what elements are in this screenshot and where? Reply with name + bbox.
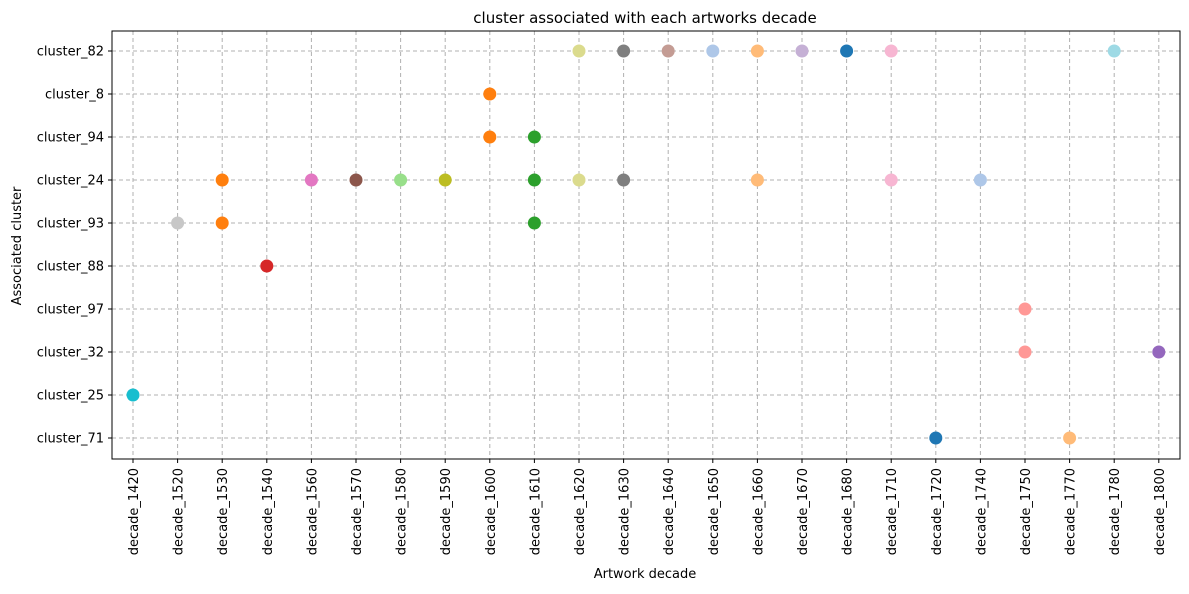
data-point — [929, 431, 943, 445]
y-tick-label: cluster_8 — [45, 88, 104, 103]
data-point — [750, 173, 764, 187]
chart-title: cluster associated with each artworks de… — [473, 9, 816, 27]
data-point — [483, 87, 497, 101]
data-point — [215, 216, 229, 230]
data-point — [483, 130, 497, 144]
x-tick-label: decade_1420 — [127, 468, 142, 555]
x-tick-label: decade_1770 — [1064, 468, 1079, 555]
y-tick-label: cluster_71 — [37, 432, 104, 447]
data-point — [126, 388, 140, 402]
x-tick-label: decade_1570 — [350, 468, 365, 555]
data-point — [1107, 44, 1121, 58]
x-tick-label: decade_1560 — [305, 468, 320, 555]
data-point — [304, 173, 318, 187]
data-point — [973, 173, 987, 187]
x-tick-label: decade_1650 — [707, 468, 722, 555]
y-tick-label: cluster_88 — [37, 260, 104, 275]
data-point — [260, 259, 274, 273]
x-tick-label: decade_1740 — [974, 468, 989, 555]
data-point — [527, 173, 541, 187]
x-tick-label: decade_1640 — [662, 468, 677, 555]
x-tick-label: decade_1580 — [395, 468, 410, 555]
data-point — [438, 173, 452, 187]
x-tick-label: decade_1530 — [216, 468, 231, 555]
data-point — [706, 44, 720, 58]
data-point — [1152, 345, 1166, 359]
x-tick-label: decade_1610 — [528, 468, 543, 555]
x-tick-label: decade_1750 — [1019, 468, 1034, 555]
data-point — [572, 173, 586, 187]
data-point — [527, 216, 541, 230]
x-tick-label: decade_1630 — [618, 468, 633, 555]
data-point — [1063, 431, 1077, 445]
data-point — [1018, 345, 1032, 359]
y-tick-label: cluster_82 — [37, 45, 104, 60]
data-point — [750, 44, 764, 58]
x-tick-label: decade_1780 — [1108, 468, 1123, 555]
axes: decade_1420 decade_1520 decade_1530 decade_… — [37, 30, 1181, 555]
data-point — [349, 173, 363, 187]
x-tick-label: decade_1600 — [484, 468, 499, 555]
x-tick-label: decade_1540 — [261, 468, 276, 555]
data-point — [617, 44, 631, 58]
plot-frame — [111, 30, 1181, 460]
x-tick-label: decade_1660 — [751, 468, 766, 555]
data-point — [1018, 302, 1032, 316]
grid — [112, 31, 1180, 459]
x-tick-label: decade_1800 — [1153, 468, 1168, 555]
y-tick-label: cluster_93 — [37, 217, 104, 232]
y-tick-label: cluster_97 — [37, 303, 104, 318]
y-tick-label: cluster_25 — [37, 389, 104, 404]
x-tick-label: decade_1620 — [573, 468, 588, 555]
x-tick-label: decade_1680 — [841, 468, 856, 555]
data-point — [795, 44, 809, 58]
x-tick-label: decade_1720 — [930, 468, 945, 555]
data-point — [617, 173, 631, 187]
data-point — [840, 44, 854, 58]
data-points — [126, 44, 1166, 445]
x-tick-label: decade_1590 — [439, 468, 454, 555]
data-point — [572, 44, 586, 58]
data-point — [215, 173, 229, 187]
x-axis-label: Artwork decade — [594, 567, 697, 582]
y-tick-label: cluster_94 — [37, 131, 104, 146]
x-tick-label: decade_1670 — [796, 468, 811, 555]
data-point — [884, 44, 898, 58]
y-tick-label: cluster_24 — [37, 174, 104, 189]
data-point — [171, 216, 185, 230]
data-point — [884, 173, 898, 187]
x-tick-label: decade_1520 — [172, 468, 187, 555]
y-axis-label: Associated cluster — [10, 186, 25, 305]
data-point — [527, 130, 541, 144]
data-point — [661, 44, 675, 58]
data-point — [394, 173, 408, 187]
x-tick-label: decade_1710 — [885, 468, 900, 555]
y-tick-label: cluster_32 — [37, 346, 104, 361]
